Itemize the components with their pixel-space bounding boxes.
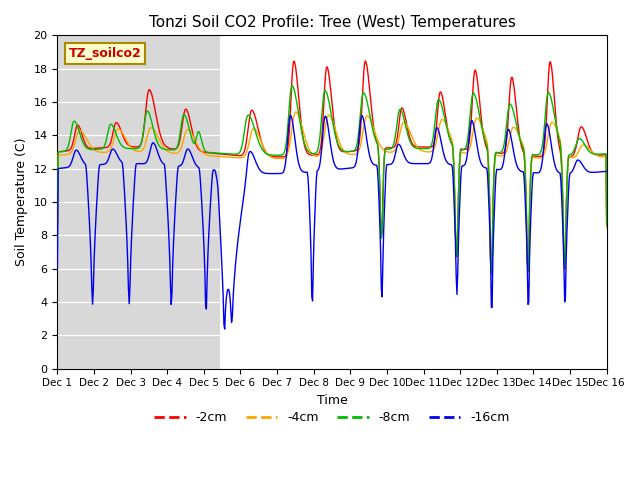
X-axis label: Time: Time — [317, 394, 348, 407]
Title: Tonzi Soil CO2 Profile: Tree (West) Temperatures: Tonzi Soil CO2 Profile: Tree (West) Temp… — [148, 15, 515, 30]
Text: TZ_soilco2: TZ_soilco2 — [68, 47, 141, 60]
Legend: -2cm, -4cm, -8cm, -16cm: -2cm, -4cm, -8cm, -16cm — [149, 406, 515, 429]
Y-axis label: Soil Temperature (C): Soil Temperature (C) — [15, 138, 28, 266]
Bar — [220, 36, 607, 369]
